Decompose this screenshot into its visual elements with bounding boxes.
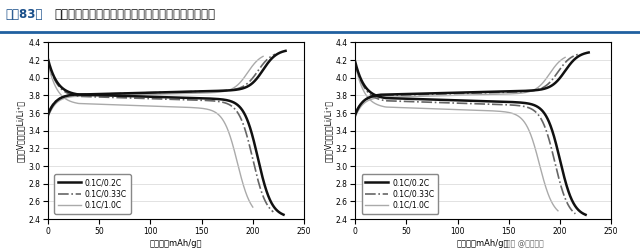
Text: 头条 @未来智库: 头条 @未来智库 xyxy=(506,240,543,249)
Text: 添加固体电解质粘合层对硫化物固态电池性能的影响: 添加固体电解质粘合层对硫化物固态电池性能的影响 xyxy=(54,8,216,21)
Text: 图表83：: 图表83： xyxy=(5,8,42,21)
X-axis label: 比容量（mAh/g）: 比容量（mAh/g） xyxy=(457,239,509,248)
Legend: 0.1C/0.2C, 0.1C/0.33C, 0.1C/1.0C: 0.1C/0.2C, 0.1C/0.33C, 0.1C/1.0C xyxy=(362,174,438,214)
Legend: 0.1C/0.2C, 0.1C/0.33C, 0.1C/1.0C: 0.1C/0.2C, 0.1C/0.33C, 0.1C/1.0C xyxy=(54,174,131,214)
X-axis label: 比容量（mAh/g）: 比容量（mAh/g） xyxy=(150,239,202,248)
Y-axis label: 电压（V，相对于Li/Li⁺）: 电压（V，相对于Li/Li⁺） xyxy=(17,100,26,162)
Y-axis label: 电压（V，相对于Li/Li⁺）: 电压（V，相对于Li/Li⁺） xyxy=(324,100,333,162)
